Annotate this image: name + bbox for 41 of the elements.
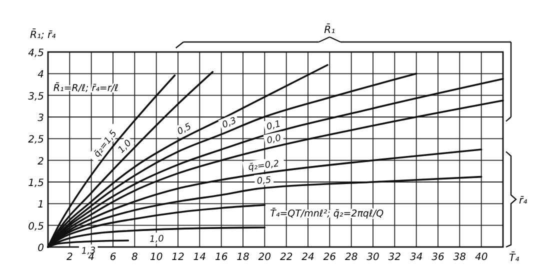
y-tick-label: 0 bbox=[38, 243, 44, 254]
x-tick-label: 2 bbox=[66, 252, 73, 263]
x-tick-label: 32 bbox=[388, 252, 402, 263]
x-tick-label: 10 bbox=[150, 252, 163, 263]
x-tick-label: 28 bbox=[344, 252, 358, 263]
x-tick-label: 30 bbox=[366, 252, 380, 263]
y-axis-title: R̄₁; r̄₄ bbox=[30, 28, 56, 41]
x-tick-label: 18 bbox=[236, 252, 250, 263]
x-tick-label: 24 bbox=[302, 252, 314, 263]
text: 0,3 bbox=[220, 116, 238, 131]
x-tick-label: 6 bbox=[110, 252, 116, 263]
y-tick-label: 4 bbox=[38, 70, 44, 81]
series-label: 1,0 bbox=[149, 234, 164, 245]
series-label: 0,5 bbox=[256, 176, 272, 187]
x-tick-label: 12 bbox=[172, 252, 184, 263]
x-tick-label: 16 bbox=[214, 252, 228, 263]
text: r̄₄ bbox=[519, 195, 528, 206]
y-tick-label: 2,5 bbox=[28, 134, 44, 146]
x-tick-label: 40 bbox=[474, 252, 488, 263]
text: 1,0 bbox=[116, 138, 134, 156]
x-tick-label: 36 bbox=[432, 252, 444, 263]
text: 0,5 bbox=[176, 122, 194, 138]
y-tick-label: 1,5 bbox=[28, 178, 44, 189]
x-tick-label: 22 bbox=[280, 252, 293, 263]
x-tick-label: 8 bbox=[131, 252, 138, 263]
text: q̄₂=0,2 bbox=[248, 159, 280, 174]
x-tick-label: 38 bbox=[453, 252, 466, 263]
x-tick-label: 20 bbox=[258, 252, 272, 263]
x-tick-label: 26 bbox=[323, 252, 336, 263]
text: 0,1 bbox=[266, 119, 282, 133]
y-tick-label: 2 bbox=[38, 156, 44, 168]
text: 0,0 bbox=[266, 134, 282, 146]
y-tick-label: 3 bbox=[38, 113, 44, 124]
y-tick-label: 0,5 bbox=[28, 221, 44, 232]
x-axis-title: T̄₄ bbox=[509, 251, 520, 264]
y-tick-label: 3,5 bbox=[28, 91, 44, 102]
x-tick-label: 14 bbox=[193, 252, 206, 263]
text: R̄₁ bbox=[324, 23, 336, 36]
x-tick-label: 34 bbox=[410, 252, 423, 263]
y-tick-label: 1 bbox=[38, 200, 44, 211]
y-tick-label: 4,5 bbox=[28, 48, 44, 59]
